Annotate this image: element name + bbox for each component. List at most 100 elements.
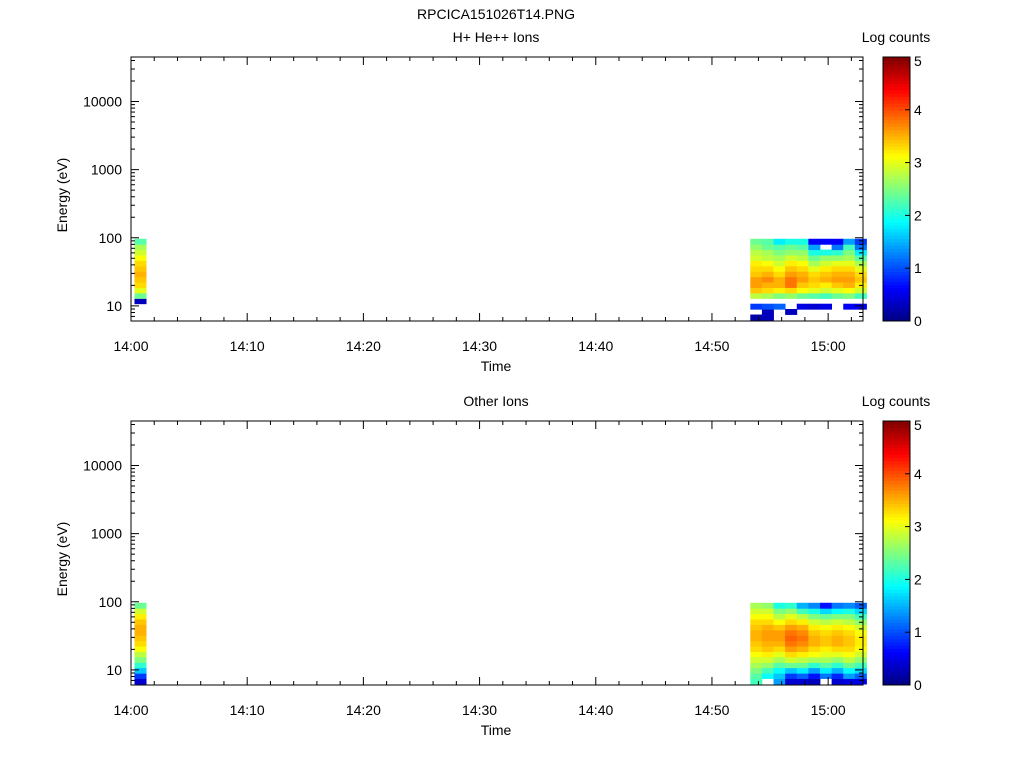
heatmap-cell bbox=[854, 662, 867, 669]
heatmap-cell bbox=[843, 613, 856, 620]
heatmap-cell bbox=[831, 678, 844, 685]
heatmap-cell bbox=[843, 640, 856, 647]
colorbar-swatch bbox=[883, 602, 910, 607]
heatmap-cell bbox=[750, 249, 763, 256]
heatmap-cell bbox=[773, 613, 786, 620]
colorbar-swatch bbox=[883, 99, 910, 104]
heatmap-cell bbox=[761, 640, 774, 647]
heatmap-cell bbox=[750, 287, 763, 294]
heatmap-cell bbox=[854, 624, 867, 631]
heatmap-cell bbox=[854, 276, 867, 283]
colorbar-swatch bbox=[883, 228, 910, 233]
heatmap-cell bbox=[773, 672, 786, 679]
heatmap-cell bbox=[796, 656, 809, 663]
heatmap-cell bbox=[808, 303, 821, 310]
heatmap-cell bbox=[808, 238, 821, 245]
colorbar-swatch bbox=[883, 106, 910, 111]
heatmap-cell bbox=[854, 667, 867, 674]
colorbar-swatch bbox=[883, 119, 910, 124]
heatmap-cell bbox=[134, 271, 147, 278]
colorbar-swatch bbox=[883, 113, 910, 117]
heatmap-cell bbox=[796, 303, 809, 310]
heatmap-cell bbox=[831, 238, 844, 245]
x-axis-label: Time bbox=[481, 358, 512, 374]
heatmap-cell bbox=[134, 260, 147, 267]
heatmap-cell bbox=[843, 303, 856, 310]
heatmap-cell bbox=[750, 624, 763, 631]
colorbar-tick-label: 2 bbox=[914, 571, 922, 587]
colorbar-swatch bbox=[883, 202, 910, 206]
heatmap-cell bbox=[750, 303, 763, 310]
heatmap-cell bbox=[820, 646, 833, 652]
heatmap-cell bbox=[796, 292, 809, 299]
colorbar-swatch bbox=[883, 231, 910, 236]
colorbar-swatch bbox=[883, 139, 910, 144]
x-tick-label: 14:00 bbox=[113, 338, 148, 354]
heatmap-cell bbox=[750, 613, 763, 620]
heatmap-cell bbox=[831, 271, 844, 278]
colorbar-swatch bbox=[883, 500, 910, 504]
colorbar-swatch bbox=[883, 162, 910, 167]
heatmap-cell bbox=[761, 662, 774, 669]
x-tick-label: 14:40 bbox=[578, 338, 613, 354]
colorbar-swatch bbox=[883, 619, 910, 623]
heatmap-cell bbox=[785, 260, 798, 267]
colorbar-tick-label: 4 bbox=[914, 466, 922, 482]
heatmap-cell bbox=[843, 287, 856, 294]
colorbar-swatch bbox=[883, 569, 910, 574]
colorbar-swatch bbox=[883, 595, 910, 600]
heatmap-cell bbox=[750, 238, 763, 245]
heatmap-cell bbox=[796, 238, 809, 245]
heatmap-cell bbox=[796, 249, 809, 256]
colorbar-swatch bbox=[883, 635, 910, 640]
heatmap-cell bbox=[785, 602, 798, 609]
heatmap-cell bbox=[134, 298, 147, 305]
heatmap-cell bbox=[843, 624, 856, 631]
heatmap-cell bbox=[854, 608, 867, 615]
colorbar-swatch bbox=[883, 622, 910, 627]
heatmap-cell bbox=[785, 244, 798, 251]
heatmap-cell bbox=[134, 608, 147, 615]
colorbar-swatch bbox=[883, 136, 910, 140]
heatmap-cell bbox=[808, 651, 821, 658]
heatmap-cell bbox=[773, 618, 786, 625]
colorbar-swatch bbox=[883, 487, 910, 491]
colorbar-swatch bbox=[883, 281, 910, 286]
colorbar-swatch bbox=[883, 506, 910, 511]
heatmap-cell bbox=[808, 602, 821, 609]
colorbar-swatch bbox=[883, 526, 910, 531]
heatmap-cell bbox=[843, 260, 856, 267]
heatmap-cell bbox=[831, 613, 844, 620]
heatmap-cell bbox=[843, 656, 856, 663]
heatmap-cell bbox=[808, 260, 821, 267]
heatmap-cell bbox=[761, 602, 774, 609]
heatmap-cell bbox=[843, 292, 856, 299]
colorbar-swatch bbox=[883, 681, 910, 686]
heatmap-cell bbox=[761, 276, 774, 283]
x-tick-label: 14:50 bbox=[694, 702, 729, 718]
colorbar-swatch bbox=[883, 159, 910, 164]
heatmap-cell bbox=[831, 629, 844, 636]
colorbar-swatch bbox=[883, 198, 910, 203]
heatmap-cell bbox=[750, 276, 763, 283]
heatmap-cell bbox=[831, 260, 844, 267]
colorbar-swatch bbox=[883, 66, 910, 71]
colorbar-swatch bbox=[883, 182, 910, 187]
heatmap-cell bbox=[820, 276, 833, 283]
heatmap-cell bbox=[820, 635, 833, 642]
colorbar-swatch bbox=[883, 675, 910, 679]
heatmap-cell bbox=[134, 635, 147, 642]
heatmap-cell bbox=[808, 629, 821, 636]
colorbar-swatch bbox=[883, 251, 910, 256]
colorbar-swatch bbox=[883, 129, 910, 134]
heatmap-cell bbox=[831, 249, 844, 256]
colorbar-swatch bbox=[883, 658, 910, 663]
heatmap-cell bbox=[785, 276, 798, 283]
heatmap-cell bbox=[761, 303, 774, 310]
heatmap-cell bbox=[785, 651, 798, 658]
heatmap-cell bbox=[843, 629, 856, 636]
heatmap-cell bbox=[796, 629, 809, 636]
heatmap-cell bbox=[761, 282, 774, 288]
heatmap-cell bbox=[820, 629, 833, 636]
colorbar-swatch bbox=[883, 628, 910, 633]
